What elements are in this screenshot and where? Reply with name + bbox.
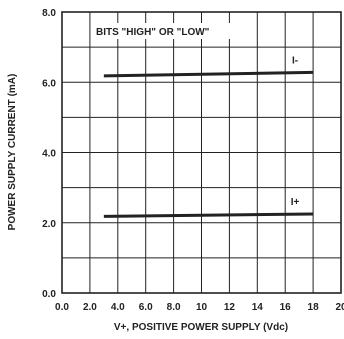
series-line [103,70,314,78]
y-tick-label: 4.0 [42,149,56,160]
x-tick-label: 6.0 [139,302,153,313]
x-tick-label: 16 [280,302,292,313]
chart-annotation: BITS "HIGH" OR "LOW" [96,27,210,38]
x-tick-label: 20 [335,302,344,313]
grid [61,11,342,294]
series-lines [103,70,314,218]
x-axis-label: V+, POSITIVE POWER SUPPLY (Vdc) [114,322,288,333]
x-tick-label: 12 [224,302,236,313]
series-label: I- [292,55,298,66]
annotation-background [92,23,242,39]
y-axis-label: POWER SUPPLY CURRENT (mA) [7,74,18,231]
y-tick-label: 8.0 [42,8,56,19]
tick-labels: 0.0 2.0 4.0 6.0 8.0 10 12 14 16 18 20 0.0 2.0 4.0 6.0 8… [42,8,344,313]
y-tick-label: 0.0 [42,289,56,300]
x-tick-label: 8.0 [167,302,181,313]
x-tick-label: 18 [308,302,320,313]
series-label: I+ [291,197,300,208]
x-tick-label: 14 [252,302,264,313]
y-tick-label: 6.0 [42,78,56,89]
plot-frame [61,11,342,294]
x-tick-label: 2.0 [83,302,97,313]
series-line [103,212,314,218]
x-tick-label: 4.0 [111,302,125,313]
series-labels: I- I+ [291,55,300,208]
x-tick-label: 10 [196,302,208,313]
x-tick-label: 0.0 [55,302,69,313]
y-tick-label: 2.0 [42,219,56,230]
